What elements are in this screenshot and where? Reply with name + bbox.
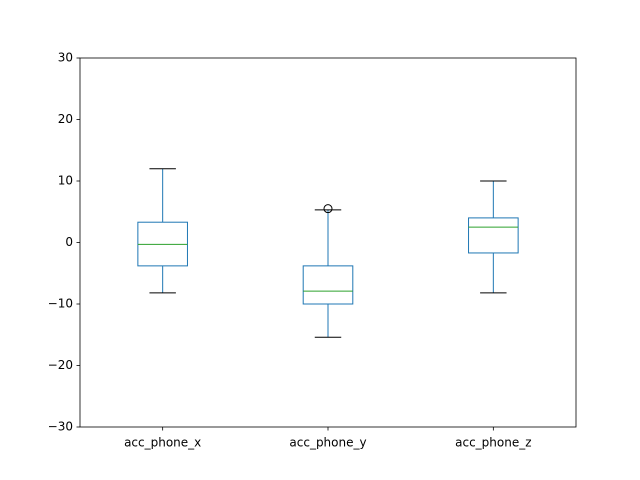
outlier: [323, 204, 333, 214]
y-tick-label: 20: [58, 112, 73, 126]
x-tick-label: acc_phone_z: [455, 436, 531, 450]
y-tick-label: −10: [48, 297, 73, 311]
y-tick-label: 10: [58, 174, 73, 188]
box: [302, 265, 354, 305]
y-tick-label: −30: [48, 420, 73, 434]
y-tick-label: 0: [65, 235, 73, 249]
y-tick-label: −20: [48, 358, 73, 372]
y-tick-label: 30: [58, 51, 73, 65]
box: [468, 217, 519, 254]
x-tick-label: acc_phone_y: [289, 436, 366, 450]
x-tick-label: acc_phone_x: [124, 436, 201, 450]
